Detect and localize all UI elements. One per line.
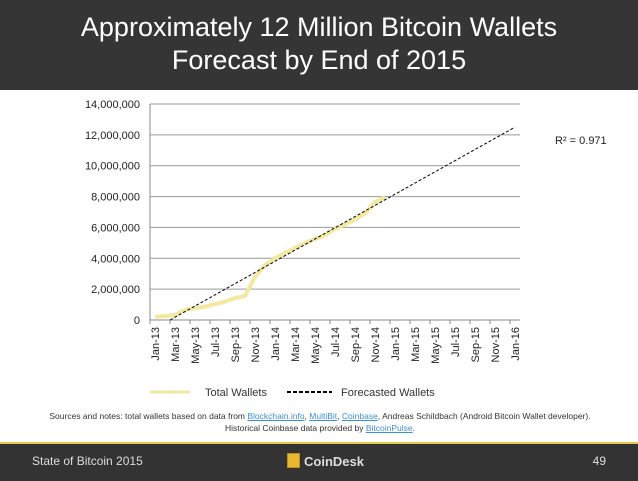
series-total-wallets bbox=[155, 197, 385, 317]
x-tick-label: Nov-14 bbox=[370, 327, 382, 362]
y-tick-label: 14,000,000 bbox=[85, 99, 140, 111]
x-tick-label: Mar-15 bbox=[410, 327, 422, 362]
brand-logo: CoinDesk bbox=[287, 453, 364, 469]
link-blockchain[interactable]: Blockchain.info bbox=[247, 411, 304, 421]
footer-title: State of Bitcoin 2015 bbox=[32, 454, 143, 468]
x-tick-label: Nov-13 bbox=[250, 327, 262, 362]
legend-label-forecast: Forecasted Wallets bbox=[341, 387, 435, 399]
x-tick-label: May-15 bbox=[430, 327, 442, 364]
x-tick-label: Jan-13 bbox=[150, 327, 162, 361]
y-tick-label: 10,000,000 bbox=[85, 161, 140, 173]
x-tick-label: Jul-13 bbox=[210, 327, 222, 357]
x-tick-label: Sep-15 bbox=[470, 327, 482, 362]
title-line-1: Approximately 12 Million Bitcoin Wallets bbox=[0, 11, 638, 44]
brand-name: CoinDesk bbox=[304, 454, 364, 469]
link-multibit[interactable]: MultiBit bbox=[309, 411, 337, 421]
y-tick-label: 2,000,000 bbox=[91, 284, 140, 296]
x-tick-label: Jan-15 bbox=[390, 327, 402, 361]
line-chart: 0 2,000,000 4,000,000 6,000,000 8,000,000 10,… bbox=[0, 90, 638, 410]
y-tick-label: 0 bbox=[134, 315, 140, 327]
r-squared-annotation: R² = 0.971 bbox=[555, 135, 607, 147]
y-tick-label: 8,000,000 bbox=[91, 192, 140, 204]
x-tick-label: Jul-14 bbox=[330, 327, 342, 357]
x-tick-label: Sep-13 bbox=[230, 327, 242, 362]
x-tick-label: May-13 bbox=[190, 327, 202, 364]
x-tick-label: Sep-14 bbox=[350, 327, 362, 362]
legend-label-total: Total Wallets bbox=[205, 387, 267, 399]
y-tick-label: 4,000,000 bbox=[91, 253, 140, 265]
notes-end: . bbox=[413, 423, 415, 433]
x-tick-label: Nov-15 bbox=[490, 327, 502, 362]
slide-title: Approximately 12 Million Bitcoin Wallets… bbox=[0, 0, 638, 90]
x-tick-label: Mar-13 bbox=[170, 327, 182, 362]
title-line-2: Forecast by End of 2015 bbox=[0, 44, 638, 77]
y-tick-label: 6,000,000 bbox=[91, 222, 140, 234]
notes-text: Sources and notes: total wallets based o… bbox=[49, 411, 247, 421]
sources-notes: Sources and notes: total wallets based o… bbox=[40, 410, 600, 434]
link-coinbase[interactable]: Coinbase bbox=[342, 411, 378, 421]
x-tick-label: Jan-16 bbox=[510, 327, 522, 361]
y-tick-label: 12,000,000 bbox=[85, 130, 140, 142]
series-forecasted-wallets bbox=[170, 127, 515, 320]
link-bitcoinpulse[interactable]: BitcoinPulse bbox=[366, 423, 413, 433]
x-tick-label: May-14 bbox=[310, 327, 322, 364]
x-tick-label: Mar-14 bbox=[290, 327, 302, 362]
x-tick-label: Jan-14 bbox=[270, 327, 282, 361]
page-number: 49 bbox=[593, 454, 606, 468]
coindesk-icon bbox=[287, 453, 300, 468]
x-tick-label: Jul-15 bbox=[450, 327, 462, 357]
footer: State of Bitcoin 2015 CoinDesk 49 bbox=[0, 442, 638, 481]
